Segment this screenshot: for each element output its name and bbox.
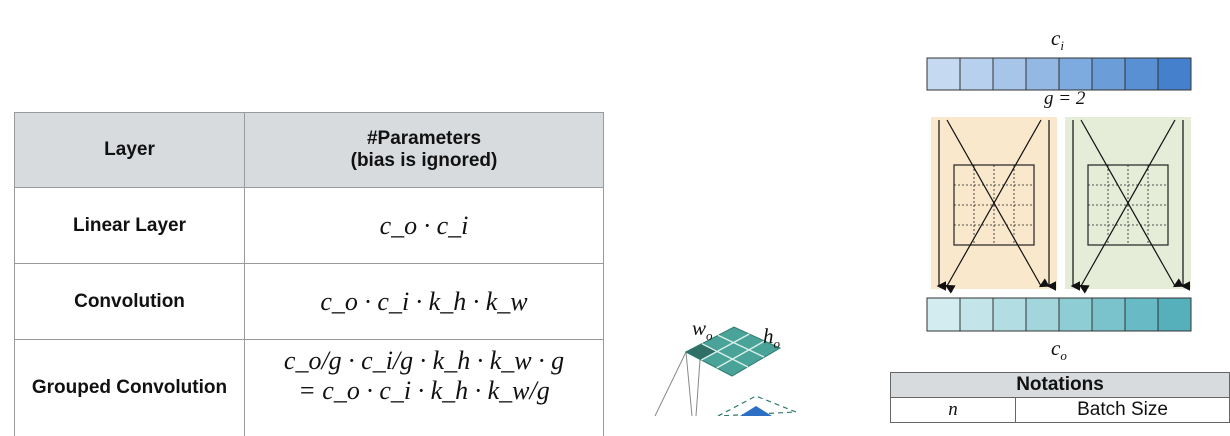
header-layer: Layer	[15, 113, 245, 188]
grouped-conv-figure	[920, 20, 1200, 340]
input-channel-cell	[960, 58, 993, 90]
output-channel-cell	[960, 298, 993, 331]
table-row: Grouped Convolution c_o/g · c_i/g · k_h …	[15, 340, 604, 436]
notation-meaning: Batch Size	[1016, 398, 1230, 423]
output-channel-cell	[1158, 298, 1191, 331]
table-header-row: Layer #Parameters (bias is ignored)	[15, 113, 604, 188]
notations-table: Notations n Batch Size	[890, 372, 1230, 423]
conv-sketch: wo ho	[600, 300, 820, 421]
output-channel-cell	[1026, 298, 1059, 331]
table-row: Linear Layer c_o · c_i	[15, 188, 604, 264]
input-channel-cell	[1026, 58, 1059, 90]
output-channel-cell	[1125, 298, 1158, 331]
input-channel-cell	[927, 58, 960, 90]
h-o-label: ho	[763, 324, 780, 352]
grouped-conv-diagram: ci g = 2 co	[920, 20, 1200, 345]
input-channel-cell	[993, 58, 1026, 90]
groups-label: g = 2	[1044, 88, 1085, 110]
output-channel-cell	[1092, 298, 1125, 331]
output-channel-cell	[1059, 298, 1092, 331]
notations-title: Notations	[891, 373, 1230, 398]
formula: c_o · c_i · k_h · k_w	[245, 264, 604, 340]
layer-name: Linear Layer	[15, 188, 245, 264]
input-channel-cell	[1092, 58, 1125, 90]
formula-line2: = c_o · c_i · k_h · k_w/g	[245, 376, 603, 406]
header-parameters: #Parameters (bias is ignored)	[245, 113, 604, 188]
table-row: Convolution c_o · c_i · k_h · k_w	[15, 264, 604, 340]
c-i-label: ci	[1051, 26, 1064, 54]
input-channel-cell	[1125, 58, 1158, 90]
notations-header-row: Notations	[891, 373, 1230, 398]
table-row: n Batch Size	[891, 398, 1230, 423]
formula: c_o/g · c_i/g · k_h · k_w · g = c_o · c_…	[245, 340, 604, 436]
output-channel-cell	[993, 298, 1026, 331]
w-o-label: wo	[692, 316, 713, 344]
notation-symbol: n	[891, 398, 1016, 423]
formula-line1: c_o/g · c_i/g · k_h · k_w · g	[245, 346, 603, 376]
input-channel-cell	[1158, 58, 1191, 90]
output-channel-cell	[927, 298, 960, 331]
input-channel-cell	[1059, 58, 1092, 90]
layer-name: Grouped Convolution	[15, 340, 245, 436]
layer-name: Convolution	[15, 264, 245, 340]
c-o-label: co	[1051, 336, 1067, 364]
header-parameters-line1: #Parameters	[245, 128, 603, 150]
parameter-table: Layer #Parameters (bias is ignored) Line…	[14, 112, 604, 436]
formula: c_o · c_i	[245, 188, 604, 264]
header-parameters-line2: (bias is ignored)	[245, 150, 603, 172]
